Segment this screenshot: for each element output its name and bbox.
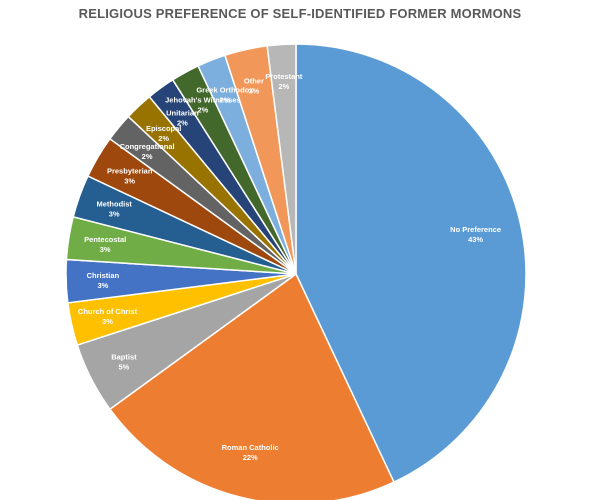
chart-title: RELIGIOUS PREFERENCE OF SELF-IDENTIFIED … [78,6,522,21]
slice-label-protestant: Protestant 2% [265,72,303,91]
pie-slice-roman-catholic [108,272,395,500]
slice-percent-label: 2% [142,152,153,161]
slice-label-christian: Christian 3% [87,271,120,290]
slice-label-jehovah-s-witnesses: Jehovah's Witnesses 2% [165,96,241,115]
slice-percent-label: 3% [102,317,113,326]
pie-slices [65,43,527,500]
slice-percent-label: 3% [109,210,120,219]
slice-label-methodist: Methodist 3% [96,200,132,219]
slice-label-pentecostal: Pentecostal 3% [84,235,126,254]
slice-label-presbyterian: Presbyterian 3% [107,167,153,186]
slice-category-label: Episcopal [146,124,181,133]
slice-category-label: Unitarian [166,109,199,118]
pie-labels: No Preference 43% Roman Catholic 22% Baptist… [78,72,501,462]
slice-category-label: Jehovah's Witnesses [165,96,241,105]
slice-percent-label: 5% [118,363,129,372]
slice-percent-label: 22% [243,453,258,462]
pie-slice-protestant [266,43,297,275]
slice-category-label: No Preference [450,225,501,234]
slice-category-label: Roman Catholic [222,443,279,452]
slice-label-church-of-christ: Church of Christ 3% [78,307,138,326]
slice-category-label: Congregational [120,142,175,151]
slice-category-label: Greek Orthodox [196,85,254,94]
slice-category-label: Christian [87,271,120,280]
slice-category-label: Other [244,77,264,86]
slice-percent-label: 43% [468,235,483,244]
slice-label-unitarian: Unitarian 2% [166,109,199,128]
slice-category-label: Pentecostal [84,235,126,244]
slice-label-other: Other 3% [244,77,264,96]
slice-category-label: Church of Christ [78,307,138,316]
slice-percent-label: 3% [97,281,108,290]
slice-category-label: Baptist [111,353,137,362]
slice-label-congregational: Congregational 2% [120,142,175,161]
slice-percent-label: 2% [219,95,230,104]
slice-percent-label: 3% [124,177,135,186]
slice-percent-label: 2% [177,119,188,128]
slice-percent-label: 2% [278,82,289,91]
slice-label-baptist: Baptist 5% [111,353,137,372]
slice-label-greek-orthodox: Greek Orthodox 2% [196,85,254,104]
slice-label-no-preference: No Preference 43% [450,225,501,244]
pie-slice-no-preference [295,43,527,484]
slice-label-roman-catholic: Roman Catholic 22% [222,443,279,462]
slice-category-label: Protestant [265,72,303,81]
slice-percent-label: 3% [248,87,259,96]
slice-percent-label: 3% [100,245,111,254]
slice-category-label: Presbyterian [107,167,153,176]
slice-percent-label: 2% [158,134,169,143]
slice-category-label: Methodist [96,200,132,209]
slice-percent-label: 2% [197,106,208,115]
slice-label-episcopal: Episcopal 2% [146,124,181,143]
